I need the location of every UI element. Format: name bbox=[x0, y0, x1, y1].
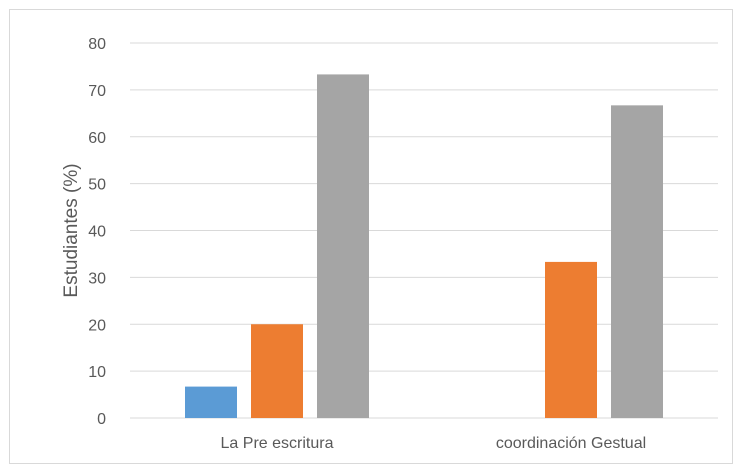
y-tick-label: 70 bbox=[88, 83, 106, 100]
y-axis-ticks: 0 10 20 30 40 50 60 70 80 bbox=[88, 36, 106, 428]
y-tick-label: 30 bbox=[88, 270, 106, 287]
bar-series2-cat1 bbox=[251, 324, 303, 418]
bar-series2-cat2 bbox=[545, 261, 597, 418]
x-tick-label: La Pre escritura bbox=[221, 435, 334, 452]
y-tick-label: 20 bbox=[88, 317, 106, 334]
bar-series3-cat2 bbox=[611, 105, 663, 418]
y-tick-label: 10 bbox=[88, 364, 106, 381]
bar-series3-cat1 bbox=[317, 74, 369, 418]
y-tick-label: 0 bbox=[97, 411, 106, 428]
x-axis-ticks: La Pre escritura coordinación Gestual bbox=[221, 435, 647, 452]
y-tick-label: 80 bbox=[88, 36, 106, 53]
y-tick-label: 40 bbox=[88, 224, 106, 241]
y-axis-title: Estudiantes (%) bbox=[61, 163, 82, 297]
y-tick-label: 60 bbox=[88, 130, 106, 147]
bars bbox=[185, 74, 663, 418]
x-tick-label: coordinación Gestual bbox=[496, 435, 646, 452]
y-tick-label: 50 bbox=[88, 177, 106, 194]
bar-series1-cat1 bbox=[185, 386, 237, 418]
